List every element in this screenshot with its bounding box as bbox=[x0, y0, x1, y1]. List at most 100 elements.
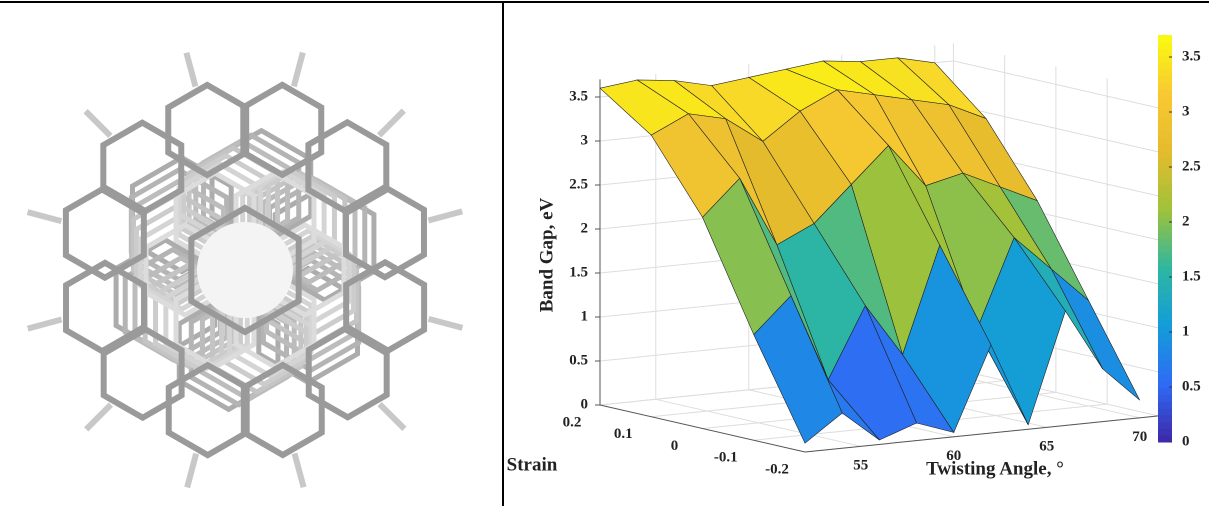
colorbar-cell bbox=[1158, 272, 1172, 280]
colorbar-cell bbox=[1158, 136, 1172, 145]
colorbar-cell bbox=[1158, 123, 1172, 131]
colorbar-cell bbox=[1158, 197, 1172, 206]
bond bbox=[26, 316, 63, 332]
colorbar-cell bbox=[1158, 191, 1172, 199]
z-axis-label: Band Gap, eV bbox=[536, 197, 557, 312]
ring bbox=[240, 81, 325, 179]
surface-patch bbox=[1051, 268, 1141, 401]
ring bbox=[343, 183, 427, 281]
colorbar-cell bbox=[1158, 319, 1172, 328]
colorbar-cell bbox=[1158, 150, 1172, 158]
colorbar-cell bbox=[1158, 401, 1172, 409]
colorbar-cell bbox=[1158, 238, 1172, 246]
ring bbox=[165, 361, 250, 459]
colorbar-cell bbox=[1158, 347, 1172, 355]
colorbar-cell bbox=[1158, 116, 1172, 124]
surface bbox=[599, 57, 1141, 444]
z-tick-label: 0 bbox=[581, 396, 589, 412]
z-tick-label: 0.5 bbox=[569, 352, 588, 368]
colorbar-cell bbox=[1158, 143, 1172, 151]
colorbar-cell bbox=[1158, 231, 1172, 239]
bond bbox=[26, 209, 63, 225]
bond bbox=[84, 402, 114, 432]
colorbar-cell bbox=[1158, 35, 1172, 43]
colorbar-cell bbox=[1158, 428, 1172, 436]
colorbar-cell bbox=[1158, 421, 1172, 429]
molecule-image bbox=[26, 51, 464, 489]
colorbar-cell bbox=[1158, 211, 1172, 219]
colorbar-cell bbox=[1158, 163, 1172, 172]
bond bbox=[183, 51, 199, 88]
colorbar-cell bbox=[1158, 41, 1172, 50]
colorbar-cell bbox=[1158, 252, 1172, 260]
colorbar-tick-label: 2.5 bbox=[1182, 158, 1201, 174]
colorbar-cell bbox=[1158, 129, 1172, 138]
z-tick-label: 2.5 bbox=[569, 176, 588, 192]
colorbar-tick-label: 0.5 bbox=[1182, 378, 1201, 394]
x-axis bbox=[804, 415, 1159, 453]
colorbar-cell bbox=[1158, 184, 1172, 192]
colorbar-cell bbox=[1158, 292, 1172, 301]
z-tick-label: 3.5 bbox=[569, 88, 588, 104]
x-axis-label: Twisting Angle, ° bbox=[926, 458, 1064, 479]
colorbar-cell bbox=[1158, 82, 1172, 90]
colorbar-cell bbox=[1158, 204, 1172, 212]
colorbar-cell bbox=[1158, 313, 1172, 321]
colorbar-cell bbox=[1158, 380, 1172, 389]
colorbar-cell bbox=[1158, 374, 1172, 382]
colorbar-cell bbox=[1158, 96, 1172, 104]
surface-patch bbox=[753, 295, 843, 444]
ring bbox=[100, 119, 185, 217]
colorbar-tick-label: 2 bbox=[1182, 213, 1190, 229]
colorbar-cell bbox=[1158, 102, 1172, 111]
colorbar-cell bbox=[1158, 109, 1172, 117]
colorbar-cell bbox=[1158, 340, 1172, 348]
colorbar-cell bbox=[1158, 306, 1172, 314]
colorbar-cell bbox=[1158, 68, 1172, 77]
y-tick-label: 0.1 bbox=[614, 426, 633, 442]
bond bbox=[376, 108, 406, 138]
x-tick-label: 55 bbox=[853, 458, 868, 474]
colorbar-tick-label: 0 bbox=[1182, 433, 1190, 449]
colorbar-cell bbox=[1158, 218, 1172, 226]
bond bbox=[377, 401, 407, 431]
y-tick-label: -0.1 bbox=[714, 450, 738, 466]
ring bbox=[305, 323, 390, 421]
core bbox=[197, 222, 293, 318]
colorbar-cell bbox=[1158, 387, 1172, 396]
y-tick-label: 0.2 bbox=[563, 414, 582, 430]
colorbar-cell bbox=[1158, 62, 1172, 70]
colorbar-tick-label: 1 bbox=[1182, 323, 1190, 339]
z-tick-label: 1 bbox=[581, 308, 589, 324]
y-axis bbox=[599, 404, 806, 453]
colorbar-cell bbox=[1158, 333, 1172, 341]
z-tick-label: 2 bbox=[581, 220, 589, 236]
colorbar-cell bbox=[1158, 326, 1172, 334]
colorbar-cell bbox=[1158, 353, 1172, 362]
ring bbox=[188, 204, 302, 336]
y-axis-label: Strain bbox=[507, 454, 558, 475]
bond bbox=[427, 315, 464, 331]
colorbar-cell bbox=[1158, 279, 1172, 287]
colorbar-cell bbox=[1158, 435, 1172, 443]
colorbar-cell bbox=[1158, 48, 1172, 56]
colorbar-cell bbox=[1158, 224, 1172, 233]
colorbar-cell bbox=[1158, 265, 1172, 273]
colorbar-cell bbox=[1158, 157, 1172, 165]
x-tick-label: 65 bbox=[1039, 439, 1054, 455]
colorbar-cell bbox=[1158, 414, 1172, 423]
bond bbox=[83, 109, 113, 139]
colorbar-tick-label: 1.5 bbox=[1182, 268, 1201, 284]
colorbar-tick-label: 3.5 bbox=[1182, 48, 1201, 64]
bond bbox=[184, 452, 200, 489]
colorbar-cell bbox=[1158, 360, 1172, 368]
colorbar-cell bbox=[1158, 177, 1172, 185]
colorbar-cell bbox=[1158, 367, 1172, 375]
bond bbox=[427, 208, 464, 224]
bond bbox=[291, 452, 307, 489]
colorbar-cell bbox=[1158, 408, 1172, 416]
colorbar-cell bbox=[1158, 55, 1172, 63]
colorbar-cell bbox=[1158, 245, 1172, 253]
colorbar-cell bbox=[1158, 299, 1172, 307]
